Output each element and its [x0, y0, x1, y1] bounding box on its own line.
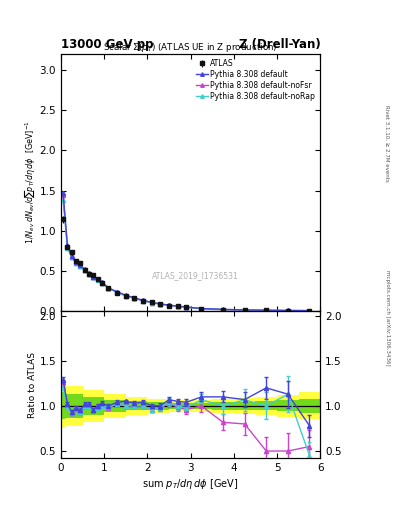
Pythia 8.308 default-noRap: [65, 245, 70, 251]
Pythia 8.308 default-noFsr: [106, 285, 111, 291]
Pythia 8.308 default-noRap: [149, 300, 154, 306]
Pythia 8.308 default-noFsr: [242, 307, 247, 313]
Pythia 8.308 default: [199, 306, 204, 312]
Pythia 8.308 default-noRap: [61, 197, 65, 203]
Pythia 8.308 default-noRap: [86, 271, 91, 277]
Pythia 8.308 default-noRap: [83, 267, 87, 273]
Pythia 8.308 default-noRap: [242, 307, 247, 313]
Text: Rivet 3.1.10, ≥ 2.7M events: Rivet 3.1.10, ≥ 2.7M events: [385, 105, 389, 182]
Pythia 8.308 default-noFsr: [115, 289, 119, 295]
Pythia 8.308 default-noRap: [307, 308, 312, 314]
X-axis label: sum $p_T/d\eta\,d\phi$ [GeV]: sum $p_T/d\eta\,d\phi$ [GeV]: [142, 477, 239, 492]
Pythia 8.308 default-noRap: [73, 260, 78, 266]
Pythia 8.308 default: [100, 279, 105, 285]
Pythia 8.308 default: [78, 262, 83, 268]
Pythia 8.308 default: [83, 266, 87, 272]
Pythia 8.308 default-noFsr: [199, 306, 204, 312]
Line: Pythia 8.308 default-noFsr: Pythia 8.308 default-noFsr: [61, 193, 312, 313]
Pythia 8.308 default-noFsr: [264, 307, 268, 313]
Pythia 8.308 default-noRap: [132, 295, 137, 302]
Pythia 8.308 default-noFsr: [132, 295, 137, 302]
Pythia 8.308 default-noRap: [264, 307, 268, 313]
Pythia 8.308 default: [264, 307, 268, 313]
Pythia 8.308 default: [95, 276, 100, 282]
Pythia 8.308 default-noRap: [220, 306, 225, 312]
Pythia 8.308 default-noRap: [141, 297, 145, 304]
Pythia 8.308 default-noFsr: [69, 254, 74, 260]
Pythia 8.308 default-noFsr: [307, 308, 312, 314]
Pythia 8.308 default: [158, 301, 163, 307]
Pythia 8.308 default-noRap: [184, 304, 189, 310]
Pythia 8.308 default-noRap: [115, 289, 119, 295]
Pythia 8.308 default: [175, 303, 180, 309]
Y-axis label: $1/N_{ev}\,dN_{ev}/d\!\sum\!p_T/d\eta\,d\phi$  [GeV]$^{-1}$: $1/N_{ev}\,dN_{ev}/d\!\sum\!p_T/d\eta\,d…: [22, 120, 37, 244]
Pythia 8.308 default-noRap: [123, 293, 128, 299]
Pythia 8.308 default: [69, 253, 74, 260]
Pythia 8.308 default-noFsr: [78, 263, 83, 269]
Pythia 8.308 default-noFsr: [91, 273, 96, 280]
Pythia 8.308 default: [132, 295, 137, 301]
Title: Scalar $\Sigma(p_T)$ (ATLAS UE in Z production): Scalar $\Sigma(p_T)$ (ATLAS UE in Z prod…: [103, 40, 278, 54]
Pythia 8.308 default: [285, 307, 290, 313]
Pythia 8.308 default-noRap: [167, 302, 171, 308]
Pythia 8.308 default: [61, 190, 65, 196]
Pythia 8.308 default-noFsr: [149, 300, 154, 306]
Pythia 8.308 default-noRap: [158, 301, 163, 307]
Pythia 8.308 default-noFsr: [95, 276, 100, 282]
Pythia 8.308 default: [86, 270, 91, 276]
Pythia 8.308 default-noFsr: [167, 302, 171, 308]
Pythia 8.308 default-noRap: [69, 254, 74, 260]
Pythia 8.308 default: [65, 242, 70, 248]
Line: Pythia 8.308 default: Pythia 8.308 default: [61, 191, 312, 313]
Pythia 8.308 default-noFsr: [141, 297, 145, 304]
Pythia 8.308 default-noFsr: [175, 303, 180, 309]
Pythia 8.308 default: [115, 289, 119, 295]
Pythia 8.308 default: [141, 297, 145, 304]
Pythia 8.308 default: [106, 285, 111, 291]
Pythia 8.308 default-noRap: [199, 306, 204, 312]
Pythia 8.308 default-noRap: [285, 307, 290, 313]
Pythia 8.308 default-noRap: [95, 276, 100, 283]
Pythia 8.308 default-noFsr: [83, 267, 87, 273]
Pythia 8.308 default-noFsr: [285, 308, 290, 314]
Pythia 8.308 default: [149, 299, 154, 305]
Pythia 8.308 default: [73, 259, 78, 265]
Pythia 8.308 default: [184, 304, 189, 310]
Text: Z (Drell-Yan): Z (Drell-Yan): [239, 38, 320, 51]
Pythia 8.308 default-noFsr: [86, 271, 91, 277]
Pythia 8.308 default: [220, 306, 225, 312]
Pythia 8.308 default: [91, 273, 96, 280]
Pythia 8.308 default-noRap: [106, 285, 111, 291]
Y-axis label: Ratio to ATLAS: Ratio to ATLAS: [28, 352, 37, 418]
Pythia 8.308 default-noRap: [78, 263, 83, 269]
Pythia 8.308 default-noRap: [100, 280, 105, 286]
Pythia 8.308 default-noRap: [175, 303, 180, 309]
Pythia 8.308 default-noFsr: [184, 304, 189, 310]
Text: mcplots.cern.ch [arXiv:1306.3436]: mcplots.cern.ch [arXiv:1306.3436]: [385, 270, 389, 365]
Text: 13000 GeV pp: 13000 GeV pp: [61, 38, 153, 51]
Legend: ATLAS, Pythia 8.308 default, Pythia 8.308 default-noFsr, Pythia 8.308 default-no: ATLAS, Pythia 8.308 default, Pythia 8.30…: [194, 57, 316, 102]
Pythia 8.308 default-noFsr: [158, 301, 163, 307]
Pythia 8.308 default-noFsr: [220, 307, 225, 313]
Text: ATLAS_2019_I1736531: ATLAS_2019_I1736531: [152, 271, 239, 280]
Pythia 8.308 default-noFsr: [123, 293, 128, 299]
Pythia 8.308 default: [242, 307, 247, 313]
Pythia 8.308 default: [123, 292, 128, 298]
Line: Pythia 8.308 default-noRap: Pythia 8.308 default-noRap: [61, 198, 312, 313]
Pythia 8.308 default: [307, 308, 312, 314]
Pythia 8.308 default-noFsr: [73, 260, 78, 266]
Pythia 8.308 default-noRap: [91, 273, 96, 280]
Pythia 8.308 default-noFsr: [100, 280, 105, 286]
Pythia 8.308 default-noFsr: [65, 244, 70, 250]
Pythia 8.308 default-noFsr: [61, 193, 65, 199]
Pythia 8.308 default: [167, 302, 171, 308]
